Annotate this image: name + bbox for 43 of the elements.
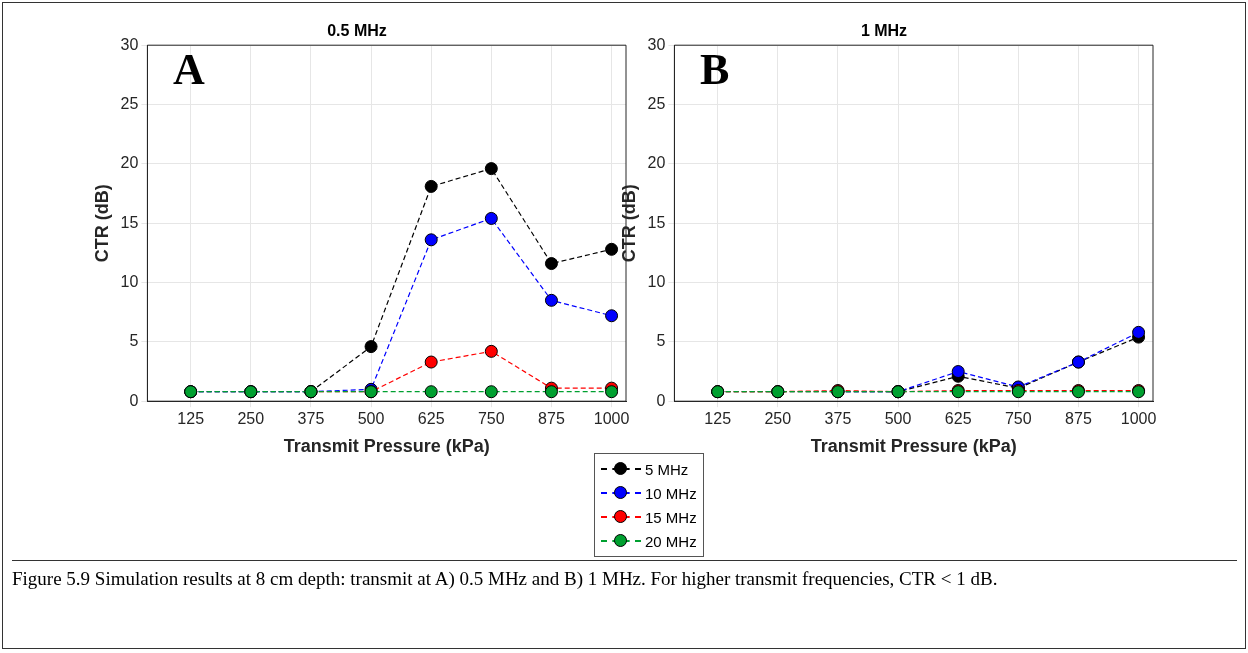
y-tick-label: 15 (647, 213, 666, 231)
y-tick-label: 0 (129, 391, 139, 409)
x-tick-label: 875 (538, 410, 565, 428)
y-tick-label: 20 (647, 154, 666, 172)
y-tick-label: 30 (120, 35, 139, 53)
y-tick-label: 25 (120, 94, 139, 112)
y-tick-label: 0 (656, 391, 666, 409)
x-tick-label: 625 (944, 410, 972, 428)
x-tick-label: 1000 (1120, 410, 1157, 428)
x-tick-label: 500 (357, 410, 385, 428)
x-axis-title: Transmit Pressure (kPa) (283, 436, 490, 457)
x-tick-label: 125 (704, 410, 732, 428)
x-tick-label: 250 (237, 410, 265, 428)
x-tick-label: 125 (177, 410, 205, 428)
legend-label: 5 MHz (645, 460, 689, 478)
caption: Figure 5.9 Simulation results at 8 cm depth: transmit at A) 0.5 MHz and B) 1 MHz. For higher transmit frequencies, CTR < 1 dB. (12, 560, 1237, 591)
chart-title: 0.5 MHz (327, 22, 387, 40)
y-tick-label: 10 (120, 272, 139, 290)
y-tick-label: 25 (647, 94, 666, 112)
x-tick-label: 875 (1065, 410, 1092, 428)
x-tick-label: 250 (764, 410, 792, 428)
x-tick-label: 625 (417, 410, 445, 428)
x-tick-label: 750 (1004, 410, 1032, 428)
legend-label: 10 MHz (645, 484, 697, 502)
x-tick-label: 1000 (593, 410, 630, 428)
y-axis-title: CTR (dB) (618, 184, 639, 263)
x-tick-label: 500 (884, 410, 912, 428)
y-tick-label: 10 (647, 272, 666, 290)
legend-label: 20 MHz (645, 532, 697, 550)
annotation: A (173, 44, 205, 95)
x-tick-label: 375 (297, 410, 325, 428)
y-tick-label: 5 (129, 332, 139, 350)
y-tick-label: 20 (120, 154, 139, 172)
legend-label: 15 MHz (645, 508, 697, 526)
y-tick-label: 15 (120, 213, 139, 231)
y-tick-label: 5 (656, 332, 666, 350)
annotation: B (700, 44, 730, 95)
x-tick-label: 750 (477, 410, 505, 428)
chart-title: 1 MHz (860, 22, 908, 40)
x-axis-title: Transmit Pressure (kPa) (810, 436, 1017, 457)
x-tick-label: 375 (824, 410, 852, 428)
y-axis-title: CTR (dB) (91, 184, 112, 263)
y-tick-label: 30 (647, 35, 666, 53)
